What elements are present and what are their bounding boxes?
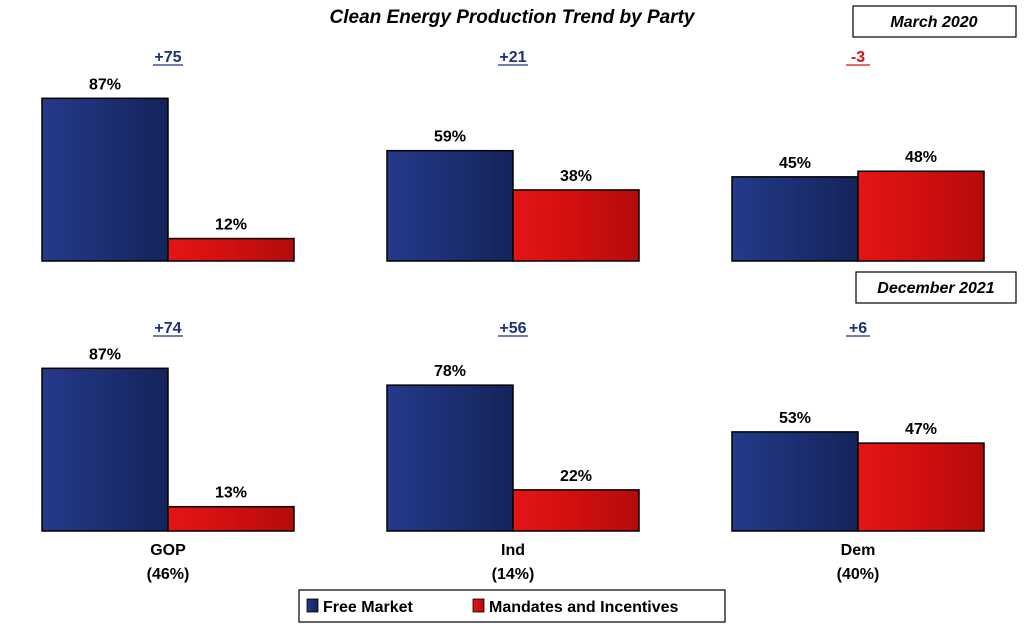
bar-free-market-ind-dec2021	[386, 384, 514, 532]
data-label: 53%	[779, 410, 811, 427]
category-label-ind: Ind	[501, 542, 525, 559]
data-label: 38%	[560, 168, 592, 185]
bar-free-market-dem-mar2020	[731, 176, 859, 262]
bar-mandates-gop-mar2020	[167, 237, 295, 262]
period-box-march-2020: March 2020	[852, 5, 1017, 38]
chart-title: Clean Energy Production Trend by Party	[330, 7, 696, 28]
bar-mandates-ind-mar2020	[512, 189, 640, 262]
period-box-december-2021: December 2021	[855, 271, 1017, 304]
bar-mandates-ind-dec2021	[512, 489, 640, 532]
data-label: 12%	[215, 217, 247, 234]
data-label: 45%	[779, 155, 811, 172]
category-label-gop: GOP	[150, 542, 186, 559]
data-label: 22%	[560, 468, 592, 485]
bar-free-market-ind-mar2020	[386, 149, 514, 262]
difference-label: +56	[499, 320, 526, 337]
category-share-gop: (46%)	[147, 566, 190, 583]
category-label-dem: Dem	[841, 542, 876, 559]
period-label: March 2020	[890, 14, 977, 31]
category-share-ind: (14%)	[492, 566, 535, 583]
legend-swatch-mandates	[472, 598, 485, 613]
category-share-dem: (40%)	[837, 566, 880, 583]
legend-swatch-free-market	[306, 598, 319, 613]
difference-label: +6	[849, 320, 867, 337]
bar-mandates-dem-mar2020	[857, 170, 985, 262]
bar-free-market-gop-dec2021	[41, 367, 169, 532]
bar-mandates-dem-dec2021	[857, 442, 985, 532]
data-label: 59%	[434, 129, 466, 146]
bar-mandates-gop-dec2021	[167, 505, 295, 532]
bar-free-market-dem-dec2021	[731, 431, 859, 532]
data-label: 13%	[215, 485, 247, 502]
bars-layer: 87% 59% 45% 12% 38% 48% +75 +21 -3 87% 78% 53% 13% 22…	[41, 49, 985, 532]
data-label: 47%	[905, 421, 937, 438]
legend-label-free-market: Free Market	[323, 599, 413, 616]
legend: Free Market Mandates and Incentives	[298, 589, 726, 623]
difference-label: +75	[154, 49, 181, 66]
data-label: 87%	[89, 346, 121, 363]
difference-label: +21	[499, 49, 526, 66]
legend-label-mandates: Mandates and Incentives	[489, 599, 678, 616]
difference-label: -3	[851, 49, 865, 66]
data-label: 87%	[89, 76, 121, 93]
bar-free-market-gop-mar2020	[41, 97, 169, 262]
difference-label: +74	[154, 320, 181, 337]
data-label: 78%	[434, 363, 466, 380]
period-label: December 2021	[877, 280, 995, 297]
data-label: 48%	[905, 149, 937, 166]
